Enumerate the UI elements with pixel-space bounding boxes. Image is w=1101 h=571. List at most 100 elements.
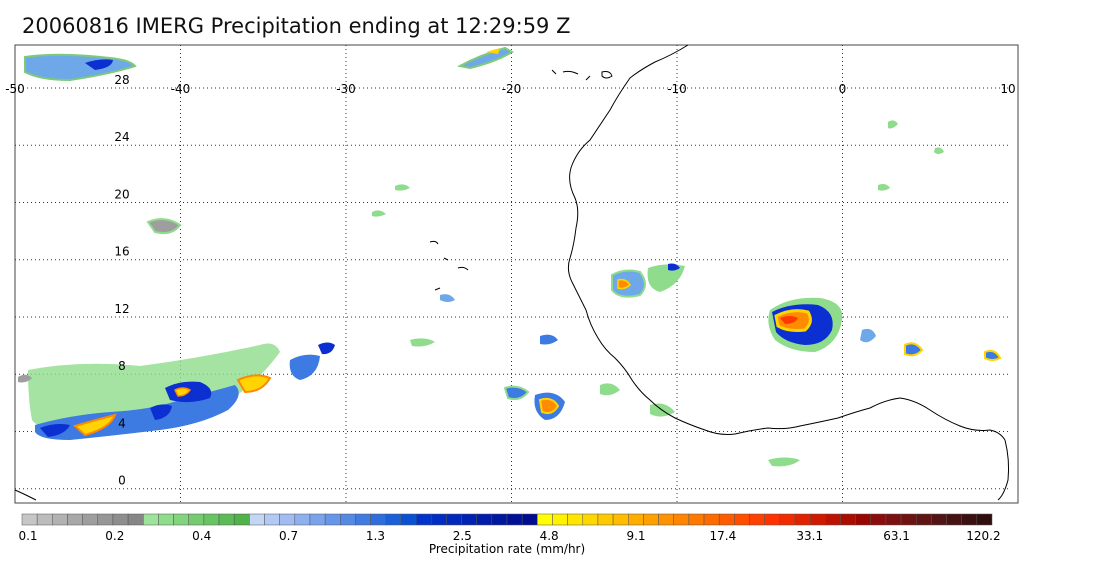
colorbar-swatch <box>203 513 220 526</box>
colorbar-swatch <box>279 513 296 526</box>
colorbar-swatch <box>809 513 826 526</box>
rain-cell <box>28 343 280 431</box>
rain-cell <box>18 374 32 383</box>
rain-cell <box>410 338 435 347</box>
rain-cell <box>878 184 890 191</box>
colorbar-swatch <box>476 513 493 526</box>
longitude-tick-label: -10 <box>667 82 687 96</box>
latitude-tick-label: 8 <box>118 359 126 373</box>
rain-cell <box>904 342 924 357</box>
colorbar-swatch <box>718 513 735 526</box>
colorbar-label: 0.4 <box>192 529 212 543</box>
colorbar-swatch <box>355 513 371 526</box>
brazil-coast <box>14 489 37 501</box>
latitude-tick-label: 12 <box>114 302 129 316</box>
colorbar-swatch <box>552 513 568 526</box>
colorbar-swatch <box>400 513 417 526</box>
longitude-tick-label: -50 <box>5 82 25 96</box>
colorbar-swatch <box>779 513 796 526</box>
rain-cell <box>236 374 272 394</box>
colorbar-swatch <box>143 513 159 526</box>
colorbar-swatch <box>582 513 599 526</box>
colorbar-swatch <box>370 513 386 526</box>
colorbar-swatch <box>97 513 114 526</box>
longitude-tick-label: -20 <box>502 82 522 96</box>
colorbar-label: 2.5 <box>452 529 472 543</box>
latitude-tick-label: 0 <box>118 474 126 488</box>
colorbar-swatch <box>233 513 250 526</box>
colorbar-swatch <box>491 513 508 526</box>
colorbar-swatch <box>612 513 629 526</box>
colorbar-swatch <box>537 513 553 526</box>
colorbar-swatch <box>82 513 99 526</box>
colorbar-swatch <box>673 513 690 526</box>
colorbar-swatch <box>264 513 280 526</box>
colorbar-swatch <box>900 513 917 526</box>
longitude-tick-label: -30 <box>336 82 356 96</box>
canary-islands <box>551 69 613 81</box>
colorbar-swatch <box>658 513 674 526</box>
rain-cell <box>457 46 514 70</box>
colorbar-swatch <box>218 513 235 526</box>
colorbar-swatch <box>188 513 205 526</box>
rain-cell <box>668 263 680 271</box>
latitude-tick-label: 24 <box>114 130 129 144</box>
cape-verde <box>429 240 469 291</box>
rain-cell <box>984 349 1002 361</box>
colorbar-swatch <box>67 513 83 526</box>
colorbar-swatch <box>461 513 477 526</box>
rain-cell <box>768 457 800 467</box>
rain-cell <box>780 316 798 324</box>
latitude-tick-label: 4 <box>118 416 126 430</box>
colorbar-label: 0.1 <box>18 529 38 543</box>
latitude-tick-label: 28 <box>114 73 129 87</box>
colorbar-swatch <box>825 513 841 526</box>
rain-cell <box>395 184 410 191</box>
rain-cell <box>289 354 320 380</box>
rain-cell <box>150 404 172 420</box>
rain-cell <box>617 278 631 290</box>
colorbar-swatch <box>931 513 947 526</box>
rain-cell <box>85 59 113 70</box>
west-africa-coast <box>567 44 1006 441</box>
colorbar-swatch <box>688 513 705 526</box>
colorbar-swatch <box>415 513 432 526</box>
colorbar-swatch <box>506 513 523 526</box>
colorbar-label: 1.3 <box>365 529 385 543</box>
colorbar-swatch <box>643 513 659 526</box>
rain-cell <box>372 210 386 217</box>
colorbar-swatch <box>158 513 174 526</box>
rain-cell <box>647 264 685 292</box>
colorbar-label: 33.1 <box>796 529 824 543</box>
colorbar-swatch <box>36 513 53 526</box>
colorbar-swatch <box>764 513 781 526</box>
latitude-tick-label: 16 <box>114 245 129 259</box>
colorbar-swatch <box>915 513 932 526</box>
rain-cell <box>934 147 944 154</box>
colorbar-label: 17.4 <box>709 529 737 543</box>
coastline <box>14 44 1010 501</box>
rain-cell <box>318 342 335 355</box>
latitude-tick-label: 20 <box>114 187 129 201</box>
colorbar-swatch <box>703 513 720 526</box>
rain-cell <box>73 413 117 437</box>
longitude-tick-label: -40 <box>171 82 191 96</box>
colorbar-label: 0.7 <box>279 529 299 543</box>
figure-title: 20060816 IMERG Precipitation ending at 1… <box>22 14 571 38</box>
rain-cell <box>860 328 876 343</box>
colorbar-swatch <box>112 513 129 526</box>
colorbar-swatch <box>52 513 68 526</box>
colorbar-swatch <box>173 513 189 526</box>
rain-cell <box>440 294 455 302</box>
colorbar-swatch <box>385 513 402 526</box>
colorbar-label: 63.1 <box>883 529 910 543</box>
cameroon-coast <box>997 439 1010 501</box>
colorbar-swatch <box>749 513 765 526</box>
longitude-labels: -50 -40 -30 -20 -10 0 10 <box>5 82 1015 96</box>
colorbar-swatch <box>734 513 750 526</box>
colorbar-swatch <box>127 513 144 526</box>
colorbar-swatch <box>597 513 614 526</box>
colorbar-label: 120.2 <box>966 529 1001 543</box>
colorbar-swatch <box>840 513 856 526</box>
